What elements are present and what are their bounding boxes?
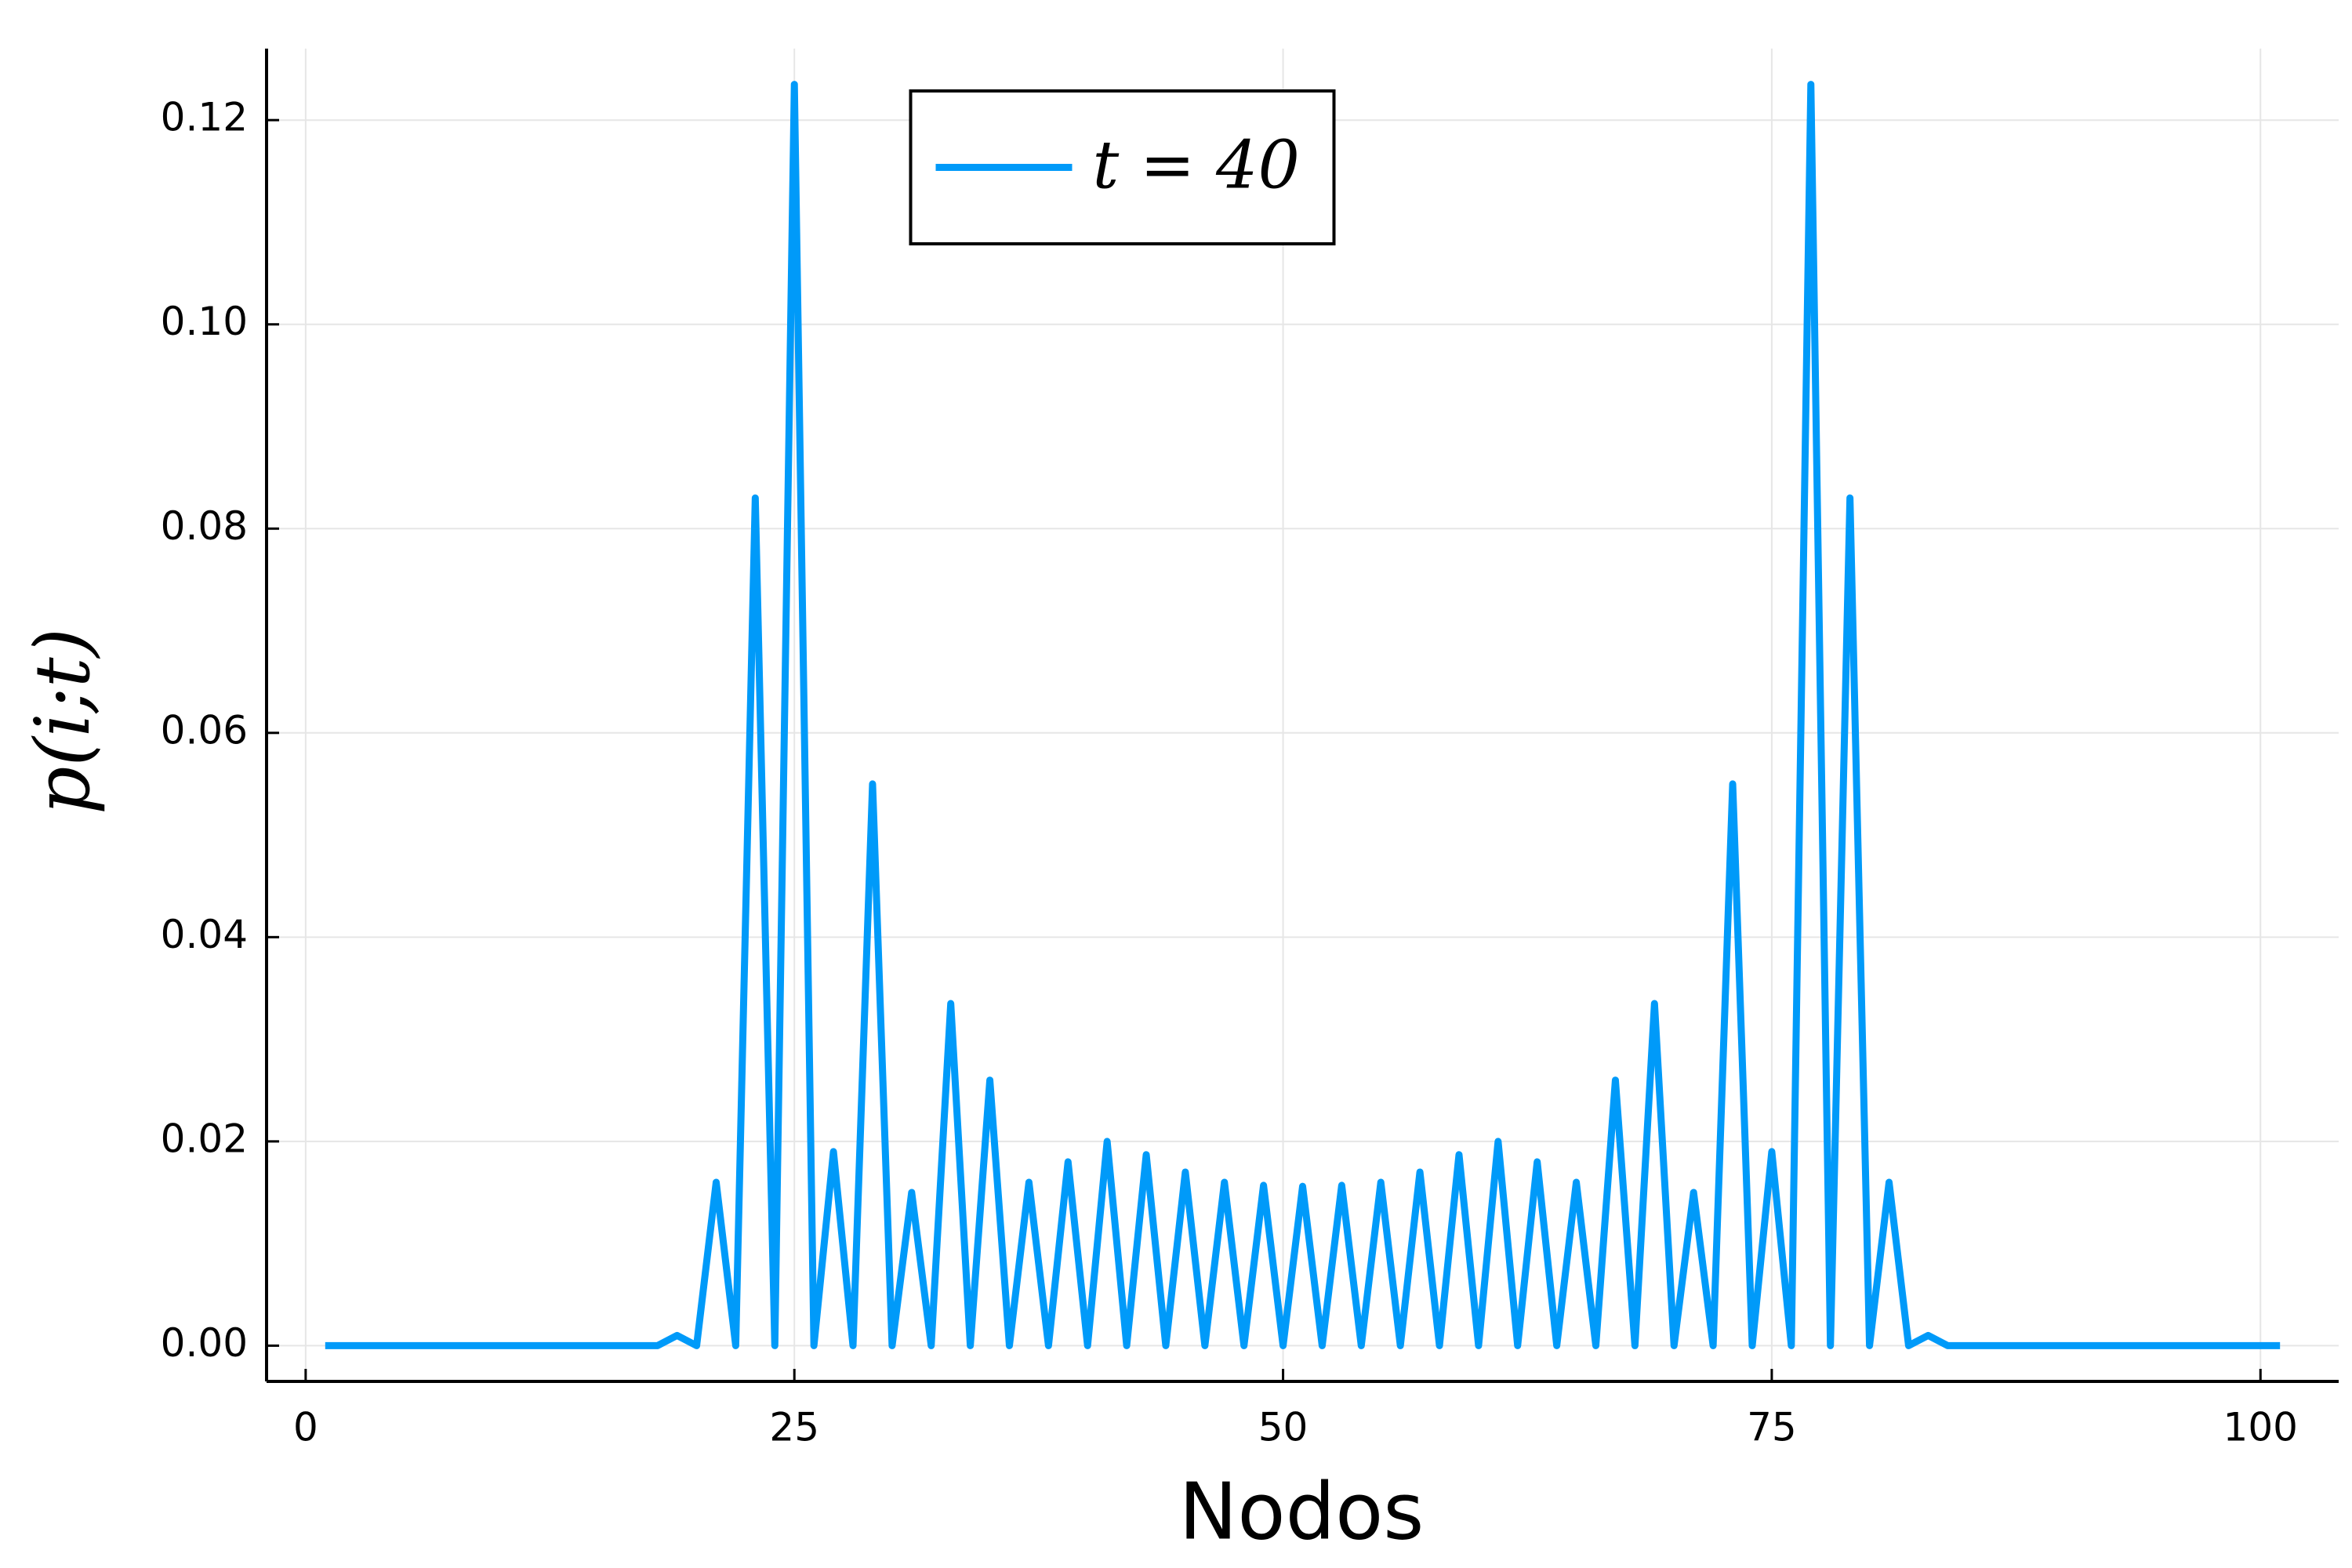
y-tick-label: 0.02: [161, 1116, 248, 1161]
data-line: [325, 81, 2281, 1349]
y-tick-label: 0.10: [161, 299, 248, 344]
x-tick-label: 0: [293, 1405, 318, 1450]
y-tick-label: 0.06: [161, 707, 248, 753]
legend-label: t = 40: [1093, 127, 1300, 204]
plot-area: [325, 81, 2281, 1349]
x-tick-label: 25: [769, 1405, 819, 1450]
y-tick-label: 0.08: [161, 503, 248, 549]
y-tick-label: 0.04: [161, 912, 248, 957]
y-tick-label: 0.12: [161, 95, 248, 140]
y-tick-label: 0.00: [161, 1320, 248, 1366]
x-axis-label: Nodos: [1179, 1465, 1425, 1557]
y-axis-label: p(i;t): [19, 628, 107, 815]
x-tick-label: 100: [2223, 1405, 2298, 1450]
x-tick-label: 75: [1747, 1405, 1797, 1450]
x-tick-label: 50: [1258, 1405, 1308, 1450]
